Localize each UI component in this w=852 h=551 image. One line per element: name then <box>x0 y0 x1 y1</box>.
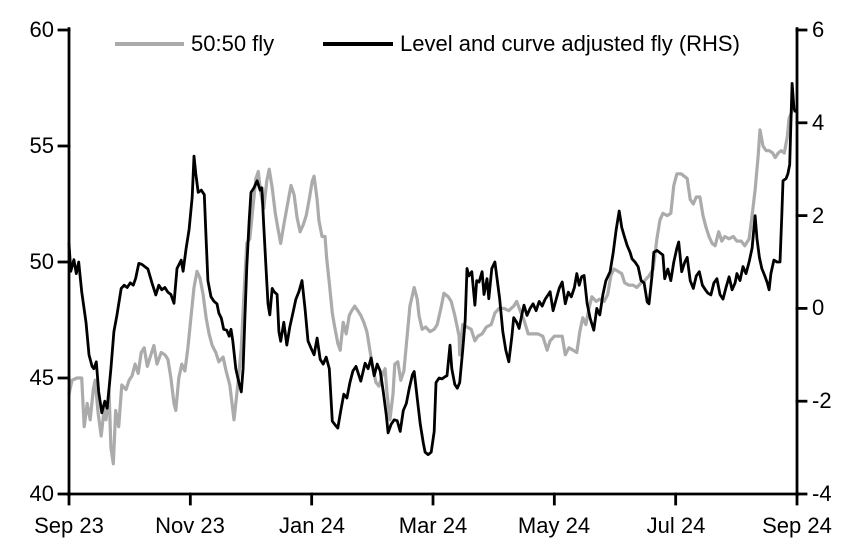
y-axis-right-tick-label: 2 <box>812 203 825 228</box>
y-axis-right-tick-label: 0 <box>812 295 825 320</box>
x-axis-tick-label: Jul 24 <box>646 513 706 538</box>
y-axis-left-tick-label: 60 <box>29 17 54 42</box>
x-axis-tick-label: Mar 24 <box>398 513 468 538</box>
x-axis-tick-label: Sep 24 <box>762 513 832 538</box>
legend-line-swatch-black <box>323 42 393 46</box>
y-axis-left-tick-label: 50 <box>29 249 54 274</box>
y-axis-left-tick-label: 40 <box>29 481 54 506</box>
y-axis-right-tick-label: 6 <box>812 17 825 42</box>
legend-label-5050-fly: 50:50 fly <box>191 31 275 56</box>
y-axis-right-tick-label: 4 <box>812 110 825 135</box>
legend-label-level-curve-adjusted-fly: Level and curve adjusted fly (RHS) <box>400 31 740 56</box>
x-axis-tick-label: Jan 24 <box>278 513 346 538</box>
y-axis-right-tick-label: -4 <box>812 481 832 506</box>
y-axis-right-tick-label: -2 <box>812 388 832 413</box>
legend-line-swatch-gray <box>115 42 184 46</box>
x-axis-tick-label: Sep 23 <box>34 513 104 538</box>
x-axis-tick-label: May 24 <box>517 513 591 538</box>
x-axis-tick-label: Nov 23 <box>155 513 225 538</box>
y-axis-left-tick-label: 55 <box>29 133 54 158</box>
y-axis-left-tick-label: 45 <box>29 365 54 390</box>
